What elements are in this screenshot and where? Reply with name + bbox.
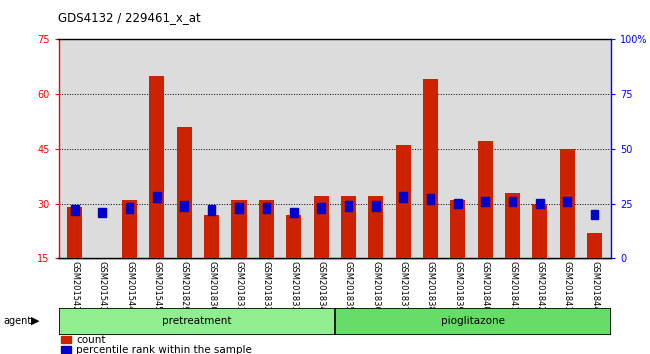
Bar [478, 141, 493, 258]
Bar [150, 75, 164, 258]
Bar [235, 203, 243, 213]
Text: GSM201545: GSM201545 [153, 261, 161, 312]
Bar [399, 192, 407, 202]
Bar [450, 200, 465, 258]
Bar [532, 204, 547, 258]
Bar [344, 201, 352, 211]
Bar [587, 233, 602, 258]
Text: GSM201842: GSM201842 [536, 261, 545, 312]
Text: GSM201835: GSM201835 [344, 261, 353, 312]
Bar [286, 215, 301, 258]
Bar [482, 196, 489, 206]
Bar [290, 207, 298, 217]
Text: GSM201829: GSM201829 [180, 261, 188, 312]
Text: GSM201830: GSM201830 [207, 261, 216, 312]
Bar [61, 336, 72, 343]
Bar [259, 200, 274, 258]
Bar [369, 196, 383, 258]
Bar [341, 196, 356, 258]
Bar [423, 79, 438, 258]
Text: GSM201839: GSM201839 [453, 261, 462, 312]
Text: GSM201831: GSM201831 [235, 261, 244, 312]
Text: GSM201836: GSM201836 [371, 261, 380, 312]
Bar [61, 346, 72, 353]
Bar [335, 308, 611, 335]
Bar [208, 205, 216, 215]
Bar [153, 192, 161, 202]
Text: GSM201834: GSM201834 [317, 261, 326, 312]
Text: GSM201544: GSM201544 [125, 261, 134, 312]
Text: GSM201840: GSM201840 [481, 261, 489, 312]
Text: GSM201844: GSM201844 [590, 261, 599, 312]
Text: pioglitazone: pioglitazone [441, 316, 505, 326]
Bar [396, 145, 411, 258]
Text: GSM201837: GSM201837 [398, 261, 408, 312]
Bar [313, 196, 329, 258]
Text: agent: agent [3, 316, 31, 326]
Text: GSM201542: GSM201542 [70, 261, 79, 312]
Bar [58, 308, 335, 335]
Bar [71, 205, 79, 215]
Text: GSM201838: GSM201838 [426, 261, 435, 312]
Text: count: count [76, 335, 106, 345]
Text: GSM201543: GSM201543 [98, 261, 107, 312]
Bar [372, 201, 380, 211]
Bar [98, 207, 106, 217]
Bar [204, 215, 219, 258]
Bar [263, 203, 270, 213]
Bar [509, 196, 516, 206]
Text: GDS4132 / 229461_x_at: GDS4132 / 229461_x_at [58, 11, 202, 24]
Bar [426, 194, 434, 204]
Bar [122, 200, 137, 258]
Text: GSM201833: GSM201833 [289, 261, 298, 312]
Bar [505, 193, 520, 258]
Bar [454, 199, 462, 209]
Bar [560, 149, 575, 258]
Text: pretreatment: pretreatment [162, 316, 231, 326]
Text: GSM201843: GSM201843 [563, 261, 572, 312]
Bar [181, 201, 188, 211]
Text: GSM201832: GSM201832 [262, 261, 271, 312]
Bar [536, 199, 543, 209]
Bar [317, 203, 325, 213]
Text: GSM201841: GSM201841 [508, 261, 517, 312]
Bar [126, 203, 133, 213]
Bar [177, 127, 192, 258]
Bar [591, 210, 599, 219]
Text: ▶: ▶ [31, 316, 40, 326]
Bar [564, 196, 571, 206]
Bar [231, 200, 246, 258]
Text: percentile rank within the sample: percentile rank within the sample [76, 345, 252, 354]
Bar [68, 207, 83, 258]
